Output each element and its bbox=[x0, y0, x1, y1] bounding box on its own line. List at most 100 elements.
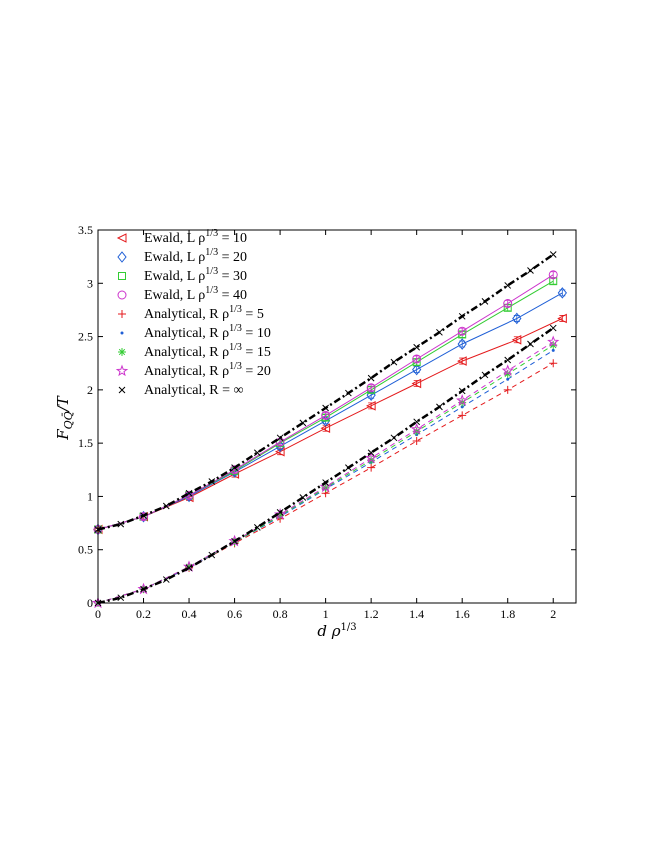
y-axis-label: FQQ̄/T bbox=[54, 395, 75, 441]
x-tick-label: 2 bbox=[550, 607, 556, 621]
data-point bbox=[413, 343, 421, 351]
data-point bbox=[117, 290, 127, 300]
legend-item: Analytical, R ρ1/3 = 20 bbox=[115, 361, 271, 379]
x-tick-label: 0.4 bbox=[182, 607, 197, 621]
data-point bbox=[458, 387, 466, 395]
data-point bbox=[345, 389, 352, 397]
data-point bbox=[117, 251, 127, 263]
series-1 bbox=[93, 287, 567, 536]
y-tick-label: 3 bbox=[87, 276, 93, 290]
data-point bbox=[367, 449, 375, 457]
data-point bbox=[140, 512, 147, 519]
data-point bbox=[253, 523, 261, 531]
data-point bbox=[118, 386, 126, 394]
error-bar bbox=[277, 438, 284, 446]
legend-item: Ewald, L ρ1/3 = 40 bbox=[117, 285, 247, 303]
data-point bbox=[504, 356, 512, 364]
data-point bbox=[557, 313, 567, 324]
y-tick-label: 2.5 bbox=[78, 330, 93, 344]
data-point bbox=[390, 358, 398, 366]
data-point bbox=[117, 594, 125, 602]
legend-label: Analytical, R ρ1/3 = 5 bbox=[144, 304, 264, 322]
data-point bbox=[549, 341, 558, 350]
y-tick-label: 2 bbox=[87, 383, 93, 397]
data-point bbox=[231, 537, 238, 545]
data-point bbox=[117, 520, 125, 528]
error-bar bbox=[459, 327, 466, 335]
x-tick-label: 1.2 bbox=[364, 607, 379, 621]
data-point bbox=[366, 383, 376, 393]
x-tick-label: 0.2 bbox=[136, 607, 151, 621]
data-point bbox=[457, 326, 467, 336]
x-tick-label: 1.8 bbox=[500, 607, 515, 621]
legend-item: Ewald, L ρ1/3 = 20 bbox=[117, 247, 247, 265]
legend-label: Ewald, L ρ1/3 = 20 bbox=[144, 247, 247, 265]
y-tick-label: 0 bbox=[87, 596, 93, 610]
data-point bbox=[412, 437, 421, 446]
data-point bbox=[118, 348, 126, 356]
x-tick-label: 0.8 bbox=[273, 607, 288, 621]
data-point bbox=[120, 331, 124, 335]
legend-item: Ewald, L ρ1/3 = 30 bbox=[118, 266, 247, 284]
legend-label: Ewald, L ρ1/3 = 10 bbox=[144, 228, 247, 246]
data-point bbox=[322, 404, 329, 412]
data-point bbox=[185, 489, 193, 497]
x-tick-label: 1.4 bbox=[409, 607, 424, 621]
y-tick-label: 3.5 bbox=[78, 223, 93, 237]
data-point bbox=[321, 483, 330, 492]
data-point bbox=[503, 299, 513, 309]
data-point bbox=[457, 356, 467, 366]
data-point bbox=[549, 359, 558, 368]
data-point bbox=[460, 405, 464, 409]
legend-label: Ewald, L ρ1/3 = 30 bbox=[144, 266, 247, 284]
data-point bbox=[504, 282, 512, 289]
data-point bbox=[321, 410, 331, 420]
x-tick-label: 1 bbox=[323, 607, 329, 621]
data-point bbox=[345, 464, 352, 472]
legend-item: Ewald, L ρ1/3 = 10 bbox=[116, 228, 247, 246]
data-point bbox=[512, 312, 522, 325]
x-tick-label: 0.6 bbox=[227, 607, 242, 621]
series-9 bbox=[94, 251, 557, 533]
data-point bbox=[366, 401, 376, 411]
data-point bbox=[115, 364, 129, 377]
legend-label: Analytical, R ρ1/3 = 15 bbox=[144, 342, 271, 360]
data-point bbox=[412, 363, 422, 376]
error-bar bbox=[413, 355, 420, 363]
data-point bbox=[367, 374, 375, 382]
data-point bbox=[118, 310, 126, 318]
data-point bbox=[299, 419, 307, 427]
data-point bbox=[481, 298, 489, 305]
error-bar bbox=[368, 384, 375, 392]
data-point bbox=[503, 385, 512, 394]
data-point bbox=[390, 434, 398, 442]
data-point bbox=[185, 562, 194, 571]
data-point bbox=[458, 411, 467, 420]
data-point bbox=[299, 494, 307, 501]
data-point bbox=[208, 478, 216, 485]
data-point bbox=[547, 335, 560, 348]
data-point bbox=[549, 251, 557, 258]
data-point bbox=[118, 272, 126, 280]
data-point bbox=[116, 233, 127, 243]
data-point bbox=[276, 509, 284, 516]
series-6 bbox=[94, 341, 558, 607]
x-axis-label: d ρ1/3 bbox=[317, 622, 356, 640]
legend-item: Analytical, R ρ1/3 = 15 bbox=[118, 342, 271, 360]
data-point bbox=[208, 551, 216, 559]
legend-item: Analytical, R = ∞ bbox=[118, 383, 244, 398]
legend-label: Ewald, L ρ1/3 = 40 bbox=[144, 285, 247, 303]
data-point bbox=[410, 422, 423, 435]
legend-item: Analytical, R ρ1/3 = 10 bbox=[120, 323, 271, 341]
data-point bbox=[549, 324, 557, 332]
data-point bbox=[276, 434, 284, 442]
error-bar bbox=[322, 412, 329, 419]
data-point bbox=[367, 463, 376, 472]
data-point bbox=[182, 560, 196, 572]
y-tick-label: 0.5 bbox=[78, 543, 93, 557]
series-8 bbox=[94, 324, 557, 607]
data-point bbox=[162, 576, 170, 583]
data-point bbox=[185, 564, 193, 572]
